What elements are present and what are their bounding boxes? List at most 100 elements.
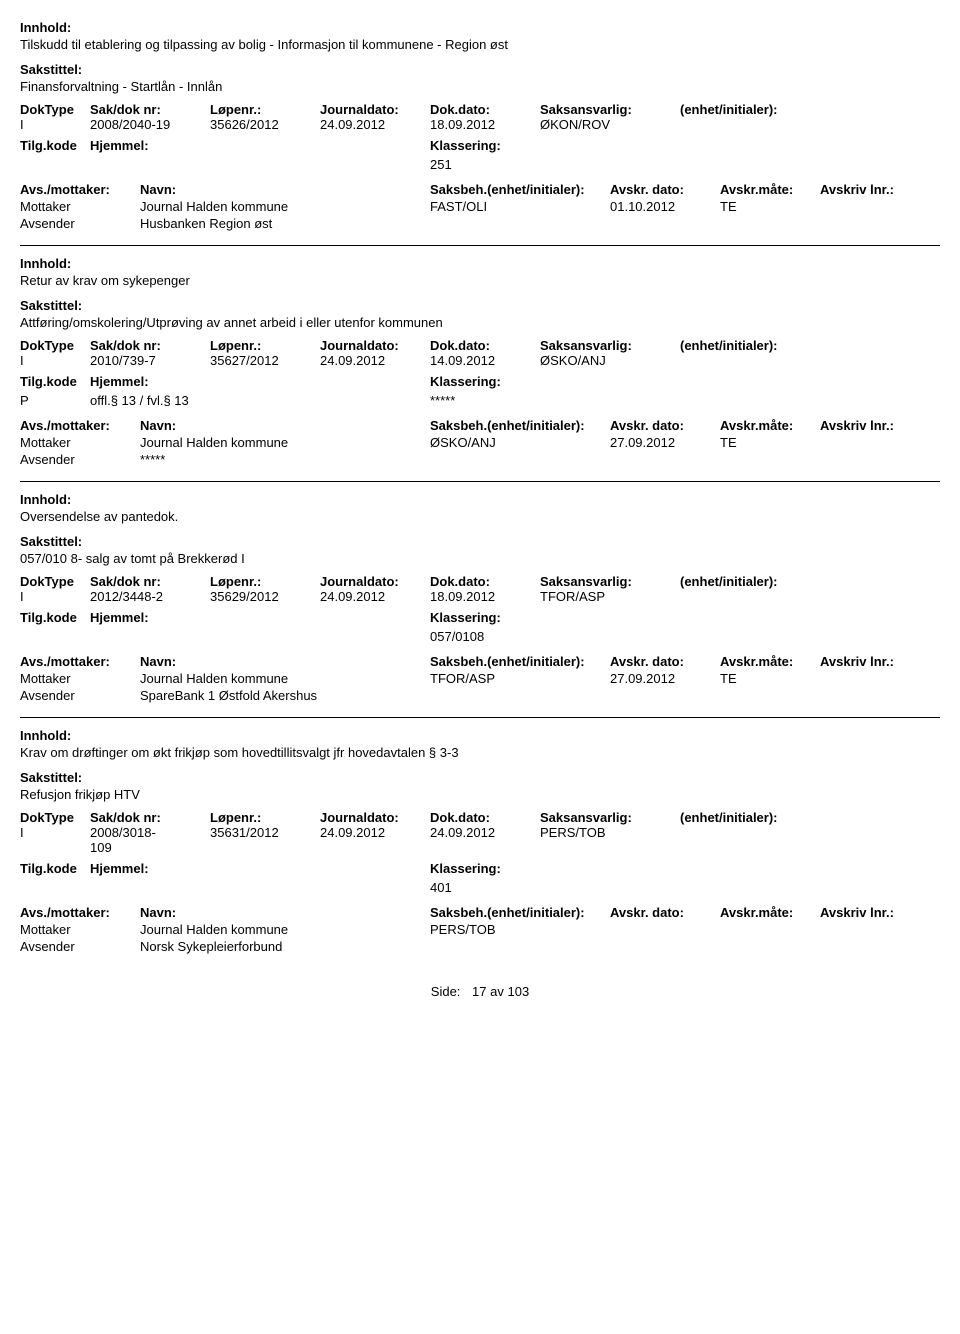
hdr-navn: Navn:: [140, 905, 430, 920]
hdr-saksbeh: Saksbeh.(enhet/initialer):: [430, 418, 610, 433]
val-lopenr: 35629/2012: [210, 589, 320, 604]
val-klassering: *****: [430, 393, 570, 408]
innhold-label: Innhold:: [20, 728, 940, 743]
hdr-hjemmel: Hjemmel:: [90, 138, 430, 153]
hdr-sakdok: Sak/dok nr:: [90, 102, 210, 117]
hdr-avsmottaker: Avs./mottaker:: [20, 418, 140, 433]
party-avskrdato: 27.09.2012: [610, 671, 720, 686]
val-sakdok: 2008/3018- 109: [90, 825, 210, 855]
party-avskrlnr: [820, 452, 920, 467]
hdr-avskrdato: Avskr. dato:: [610, 654, 720, 669]
hdr-navn: Navn:: [140, 182, 430, 197]
party-saksbeh: [430, 452, 610, 467]
val-lopenr: 35626/2012: [210, 117, 320, 132]
party-name: Journal Halden kommune: [140, 435, 430, 450]
tilg-header-row: Tilg.kode Hjemmel: Klassering:: [20, 374, 940, 389]
hdr-avskrdato: Avskr. dato:: [610, 905, 720, 920]
party-role: Mottaker: [20, 435, 140, 450]
val-journaldato: 24.09.2012: [320, 825, 430, 855]
sakstittel-text: Finansforvaltning - Startlån - Innlån: [20, 79, 940, 94]
val-tilgkode: [20, 157, 90, 172]
tilg-header-row: Tilg.kode Hjemmel: Klassering:: [20, 861, 940, 876]
sakstittel-label: Sakstittel:: [20, 298, 940, 313]
party-avskrmate: [720, 939, 820, 954]
party-avskrmate: [720, 922, 820, 937]
parties-header: Avs./mottaker: Navn: Saksbeh.(enhet/init…: [20, 654, 940, 669]
hdr-sakdok: Sak/dok nr:: [90, 574, 210, 589]
party-avskrmate: TE: [720, 199, 820, 214]
party-avskrmate: TE: [720, 435, 820, 450]
hdr-avskrlnr: Avskriv lnr.:: [820, 654, 920, 669]
hdr-saksansvarlig: Saksansvarlig:: [540, 102, 680, 117]
hdr-journaldato: Journaldato:: [320, 574, 430, 589]
sakstittel-text: Refusjon frikjøp HTV: [20, 787, 940, 802]
hdr-dokdato: Dok.dato:: [430, 810, 540, 825]
val-hjemmel: [90, 880, 430, 895]
tilg-data-row: 401: [20, 880, 940, 895]
hdr-hjemmel: Hjemmel:: [90, 861, 430, 876]
party-avskrmate: [720, 216, 820, 231]
val-journaldato: 24.09.2012: [320, 353, 430, 368]
val-tilgkode: [20, 629, 90, 644]
columns-data: I 2008/2040-19 35626/2012 24.09.2012 18.…: [20, 117, 940, 132]
hdr-tilgkode: Tilg.kode: [20, 138, 90, 153]
journal-record: Innhold: Retur av krav om sykepenger Sak…: [20, 256, 940, 467]
innhold-label: Innhold:: [20, 256, 940, 271]
val-klassering: 251: [430, 157, 570, 172]
party-row: Mottaker Journal Halden kommune ØSKO/ANJ…: [20, 435, 940, 450]
parties-header: Avs./mottaker: Navn: Saksbeh.(enhet/init…: [20, 182, 940, 197]
party-avskrlnr: [820, 216, 920, 231]
hdr-enhet: (enhet/initialer):: [680, 810, 810, 825]
hdr-doktype: DokType: [20, 574, 90, 589]
hdr-navn: Navn:: [140, 418, 430, 433]
hdr-avskrdato: Avskr. dato:: [610, 182, 720, 197]
val-enhet: [680, 589, 810, 604]
innhold-label: Innhold:: [20, 20, 940, 35]
party-saksbeh: ØSKO/ANJ: [430, 435, 610, 450]
hdr-journaldato: Journaldato:: [320, 338, 430, 353]
hdr-lopenr: Løpenr.:: [210, 810, 320, 825]
val-sakdok: 2010/739-7: [90, 353, 210, 368]
columns-header: DokType Sak/dok nr: Løpenr.: Journaldato…: [20, 338, 940, 353]
sakstittel-text: 057/010 8- salg av tomt på Brekkerød I: [20, 551, 940, 566]
record-separator: [20, 717, 940, 718]
hdr-hjemmel: Hjemmel:: [90, 374, 430, 389]
party-avskrdato: [610, 452, 720, 467]
party-row: Mottaker Journal Halden kommune FAST/OLI…: [20, 199, 940, 214]
hdr-enhet: (enhet/initialer):: [680, 338, 810, 353]
columns-header: DokType Sak/dok nr: Løpenr.: Journaldato…: [20, 574, 940, 589]
hdr-doktype: DokType: [20, 338, 90, 353]
innhold-label: Innhold:: [20, 492, 940, 507]
hdr-journaldato: Journaldato:: [320, 810, 430, 825]
page-footer: Side: 17 av 103: [20, 984, 940, 999]
party-avskrmate: TE: [720, 671, 820, 686]
party-name: Journal Halden kommune: [140, 671, 430, 686]
party-saksbeh: [430, 688, 610, 703]
party-name: Journal Halden kommune: [140, 922, 430, 937]
innhold-text: Tilskudd til etablering og tilpassing av…: [20, 37, 940, 52]
hdr-saksansvarlig: Saksansvarlig:: [540, 810, 680, 825]
party-row: Avsender Husbanken Region øst: [20, 216, 940, 231]
journal-record: Innhold: Oversendelse av pantedok. Sakst…: [20, 492, 940, 703]
parties-header: Avs./mottaker: Navn: Saksbeh.(enhet/init…: [20, 418, 940, 433]
val-doktype: I: [20, 589, 90, 604]
hdr-enhet: (enhet/initialer):: [680, 102, 810, 117]
record-separator: [20, 245, 940, 246]
party-avskrlnr: [820, 671, 920, 686]
side-label: Side:: [431, 984, 461, 999]
hdr-saksbeh: Saksbeh.(enhet/initialer):: [430, 182, 610, 197]
party-row: Avsender Norsk Sykepleierforbund: [20, 939, 940, 954]
party-role: Mottaker: [20, 199, 140, 214]
party-avskrlnr: [820, 435, 920, 450]
party-role: Avsender: [20, 688, 140, 703]
hdr-sakdok: Sak/dok nr:: [90, 338, 210, 353]
hdr-sakdok: Sak/dok nr:: [90, 810, 210, 825]
columns-header: DokType Sak/dok nr: Løpenr.: Journaldato…: [20, 810, 940, 825]
hdr-avskrlnr: Avskriv lnr.:: [820, 418, 920, 433]
hdr-tilgkode: Tilg.kode: [20, 861, 90, 876]
sakstittel-label: Sakstittel:: [20, 62, 940, 77]
hdr-klassering: Klassering:: [430, 138, 570, 153]
party-avskrdato: [610, 688, 720, 703]
hdr-avskrlnr: Avskriv lnr.:: [820, 182, 920, 197]
hdr-avskrmate: Avskr.måte:: [720, 182, 820, 197]
